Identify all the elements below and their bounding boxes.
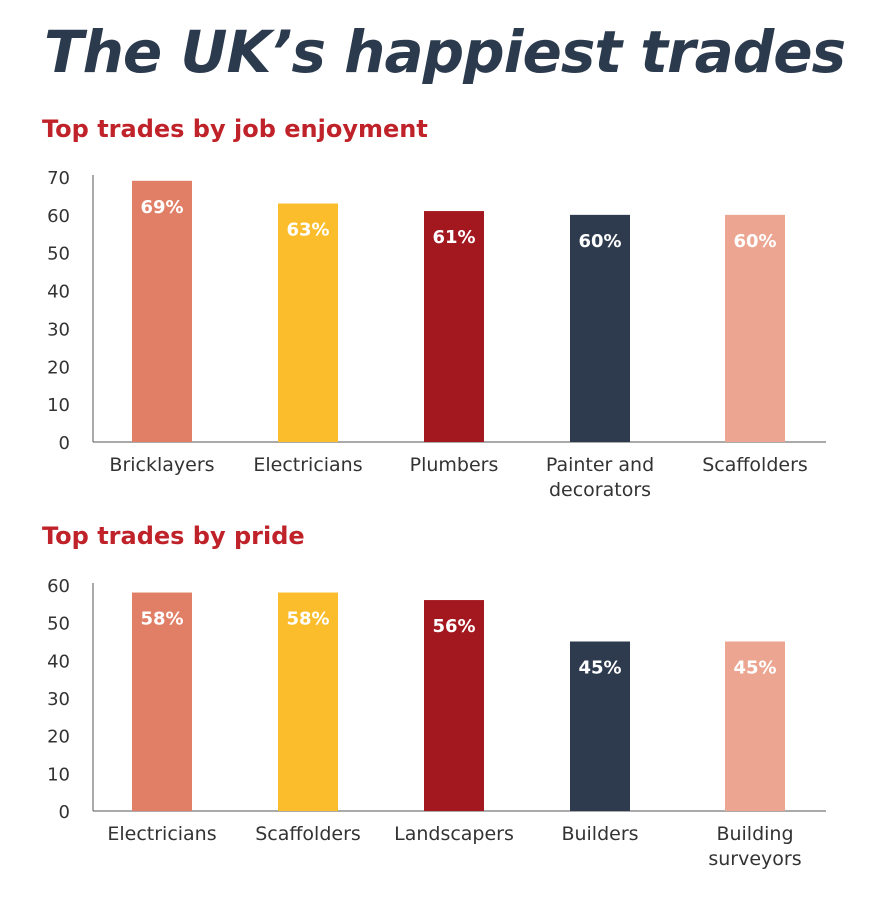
bar [278, 592, 338, 811]
x-category-label: surveyors [708, 848, 801, 870]
bar [132, 592, 192, 811]
bar-data-label: 60% [578, 231, 621, 252]
bar [424, 211, 484, 442]
x-category-label: Plumbers [410, 454, 499, 476]
bar-data-label: 58% [140, 609, 183, 630]
bar-data-label: 45% [578, 658, 621, 679]
bar [725, 214, 785, 442]
y-tick-label: 0 [59, 433, 70, 454]
x-category-label: Landscapers [394, 823, 514, 845]
y-tick-label: 20 [47, 727, 70, 748]
bar [725, 641, 785, 811]
y-tick-label: 50 [47, 614, 70, 635]
x-category-label: Electricians [107, 823, 216, 845]
y-tick-label: 30 [47, 689, 70, 710]
bar-data-label: 56% [432, 616, 475, 637]
bar-data-label: 60% [733, 231, 776, 252]
bar [132, 180, 192, 443]
bar [278, 203, 338, 442]
chart-title-job-enjoyment: Top trades by job enjoyment [42, 115, 428, 143]
y-tick-label: 10 [47, 764, 70, 785]
y-tick-label: 20 [47, 357, 70, 378]
x-category-label: Scaffolders [702, 454, 808, 476]
y-tick-label: 60 [47, 576, 70, 597]
bar [570, 641, 630, 811]
chart-title-pride: Top trades by pride [42, 522, 305, 550]
bar-data-label: 69% [140, 197, 183, 218]
y-tick-label: 40 [47, 282, 70, 303]
y-tick-label: 60 [47, 206, 70, 227]
x-category-label: Painter and [546, 454, 654, 476]
y-tick-label: 30 [47, 319, 70, 340]
bar [570, 214, 630, 442]
bar-data-label: 58% [286, 609, 329, 630]
y-tick-label: 0 [59, 802, 70, 823]
x-category-label: Building [716, 823, 793, 845]
bar-data-label: 63% [286, 220, 329, 241]
bar-data-label: 61% [432, 227, 475, 248]
y-tick-label: 70 [47, 168, 70, 189]
chart-job-enjoyment: 0 10 20 30 40 50 60 70 69% Bricklayers 63% Electric… [47, 168, 826, 501]
x-category-label: Electricians [253, 454, 362, 476]
x-category-label: decorators [549, 479, 651, 501]
page-title: The UK’s happiest trades [44, 18, 846, 86]
chart-pride: 0 10 20 30 40 50 60 58% Electricians 58% Scaffolde… [47, 576, 826, 870]
x-category-label: Bricklayers [109, 454, 214, 476]
x-category-label: Builders [561, 823, 638, 845]
y-tick-label: 40 [47, 651, 70, 672]
bar [424, 600, 484, 811]
x-category-label: Scaffolders [255, 823, 361, 845]
y-tick-label: 50 [47, 244, 70, 265]
y-tick-label: 10 [47, 395, 70, 416]
bar-data-label: 45% [733, 658, 776, 679]
